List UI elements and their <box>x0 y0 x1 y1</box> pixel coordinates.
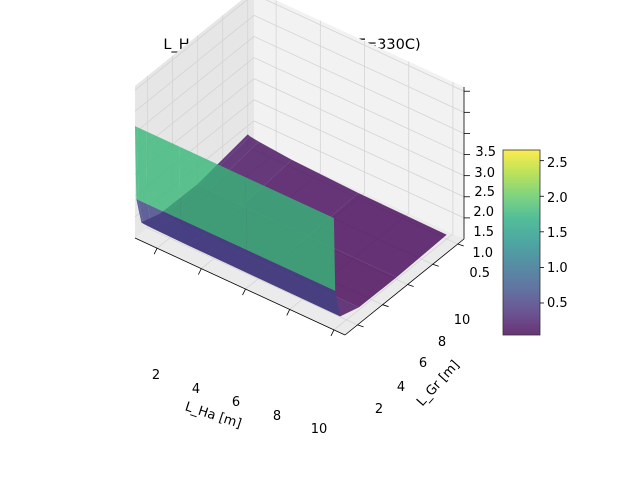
x-tick-label: 6 <box>232 395 240 410</box>
surface-patch <box>246 250 341 317</box>
x-tick-label: 10 <box>311 422 328 437</box>
x-tick-mark <box>286 309 291 316</box>
colorbar <box>502 149 541 336</box>
z-tick-label: 0.5 <box>469 266 490 281</box>
surface-patch <box>179 146 247 250</box>
colorbar-tick-label: 2.5 <box>547 156 568 171</box>
grid-line <box>265 0 465 92</box>
colorbar-tick-label: 1.0 <box>547 261 568 276</box>
grid-line <box>253 120 465 219</box>
y-tick-label: 4 <box>397 380 405 395</box>
back-pane <box>254 0 464 239</box>
grid-line <box>333 233 454 331</box>
grid-line <box>134 15 255 112</box>
grid-line <box>134 0 248 91</box>
surface-patch <box>147 204 186 245</box>
z-tick-label: 3.5 <box>475 145 496 160</box>
x-tick-mark <box>197 268 202 275</box>
grid-line <box>134 36 255 133</box>
z-tick-label: 2.0 <box>473 205 494 220</box>
grid-line <box>253 99 465 198</box>
z-axis-ticks: 0.5 1.0 1.5 2.0 2.5 3.0 3.5 <box>469 145 496 281</box>
surface-patch <box>146 131 181 220</box>
colorbar-tick-label: 0.5 <box>547 296 568 311</box>
x-tick-mark <box>153 248 158 255</box>
surface-patch <box>138 200 153 229</box>
x-tick-mark <box>242 288 246 296</box>
y-tick-mark <box>457 243 464 247</box>
grid-line <box>253 78 465 177</box>
z-tick-label: 3.0 <box>474 166 495 181</box>
colorbar-ticks <box>540 160 544 304</box>
y-tick-mark <box>407 284 414 287</box>
surface-patch <box>137 127 148 205</box>
x-tick-label: 4 <box>192 382 200 397</box>
y-tick-mark <box>357 324 364 328</box>
y-axis-ticks: 2 4 6 8 10 <box>375 313 470 417</box>
y-tick-mark <box>382 304 389 308</box>
y-tick-mark <box>432 263 439 267</box>
colorbar-tick-label: 1.5 <box>547 226 568 241</box>
y-axis-line <box>344 238 465 336</box>
y-tick-label: 8 <box>438 335 446 350</box>
z-tick-label: 1.0 <box>472 246 493 261</box>
surface <box>135 126 447 317</box>
grid-line <box>253 57 465 155</box>
colorbar-tick-label: 2.0 <box>547 191 568 206</box>
x-axis-line <box>134 237 346 336</box>
y-tick-label: 6 <box>419 356 427 371</box>
colorbar-tick-labels: 0.5 1.0 1.5 2.0 2.5 <box>547 156 568 311</box>
x-tick-mark <box>330 329 335 337</box>
grid-line <box>253 14 465 113</box>
surface-patch <box>245 177 336 291</box>
surface-patch <box>180 219 252 276</box>
z-tick-label: 1.5 <box>473 225 494 240</box>
surface-patch <box>308 193 447 278</box>
grid-line <box>147 227 358 326</box>
grid-line <box>253 36 465 134</box>
x-tick-label: 2 <box>152 368 160 383</box>
z-tick-label: 2.5 <box>474 185 495 200</box>
x-tick-label: 8 <box>273 409 281 424</box>
surface-patch <box>136 199 144 224</box>
y-tick-label: 10 <box>454 313 471 328</box>
z-tick-marks <box>464 90 470 219</box>
x-axis-ticks: 2 4 6 8 10 <box>152 368 327 437</box>
surface-patch <box>135 126 139 200</box>
y-tick-label: 2 <box>375 402 383 417</box>
